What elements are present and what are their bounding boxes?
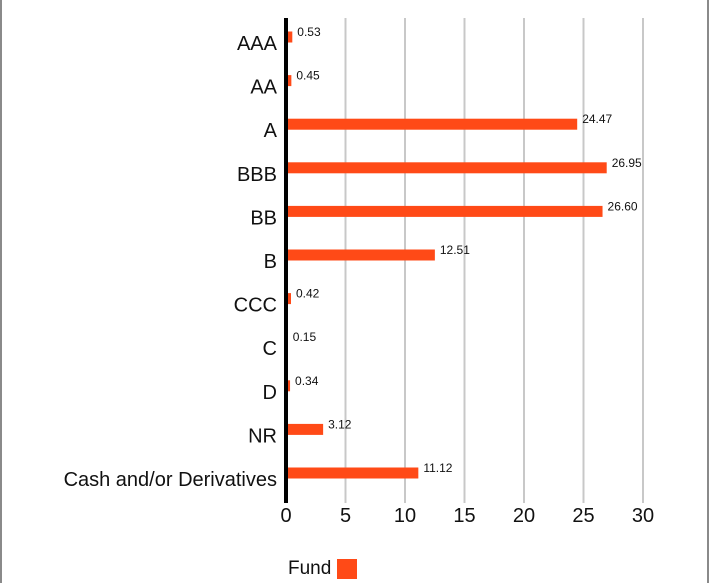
legend: Fund (288, 558, 358, 580)
value-label: 0.42 (296, 287, 320, 301)
category-label: D (263, 382, 277, 404)
right-border (707, 0, 709, 583)
value-label: 0.15 (293, 330, 317, 344)
category-label: BB (250, 207, 277, 229)
x-tick-label: 10 (394, 505, 416, 527)
bar-b (286, 249, 435, 261)
value-label: 26.95 (612, 156, 642, 170)
bar-ccc (286, 293, 291, 305)
value-label: 0.53 (297, 25, 321, 39)
category-label: BBB (237, 164, 277, 186)
bar-aaa (286, 31, 293, 43)
value-label: 0.34 (295, 374, 319, 388)
value-label: 26.60 (608, 199, 638, 213)
bar-aa (286, 75, 292, 87)
category-label: AAA (237, 33, 278, 55)
value-label: 11.12 (423, 461, 452, 475)
category-label: AA (250, 77, 277, 99)
x-tick-label: 20 (513, 505, 535, 527)
x-tick-label: 15 (453, 505, 475, 527)
category-label: B (264, 251, 277, 273)
bar-bbb (286, 162, 607, 174)
x-tick-label: 25 (572, 505, 594, 527)
bar-cash-and-or-derivatives (286, 467, 419, 479)
bar-d (286, 380, 291, 392)
value-label: 24.47 (582, 112, 612, 126)
value-label: 0.45 (296, 69, 320, 83)
bar-nr (286, 423, 324, 435)
legend-label: Fund (288, 558, 332, 579)
bar-bb (286, 205, 603, 217)
x-tick-label: 5 (340, 505, 351, 527)
x-tick-label: 0 (280, 505, 291, 527)
category-label: NR (248, 425, 277, 447)
left-border (0, 0, 2, 583)
legend-swatch (337, 559, 358, 579)
x-tick-label: 30 (632, 505, 654, 527)
category-label: A (264, 120, 278, 142)
value-label: 3.12 (328, 417, 352, 431)
value-label: 12.51 (440, 243, 470, 257)
category-label: Cash and/or Derivatives (64, 469, 277, 491)
bar-a (286, 118, 578, 130)
category-label: CCC (234, 295, 277, 317)
category-label: C (263, 338, 277, 360)
